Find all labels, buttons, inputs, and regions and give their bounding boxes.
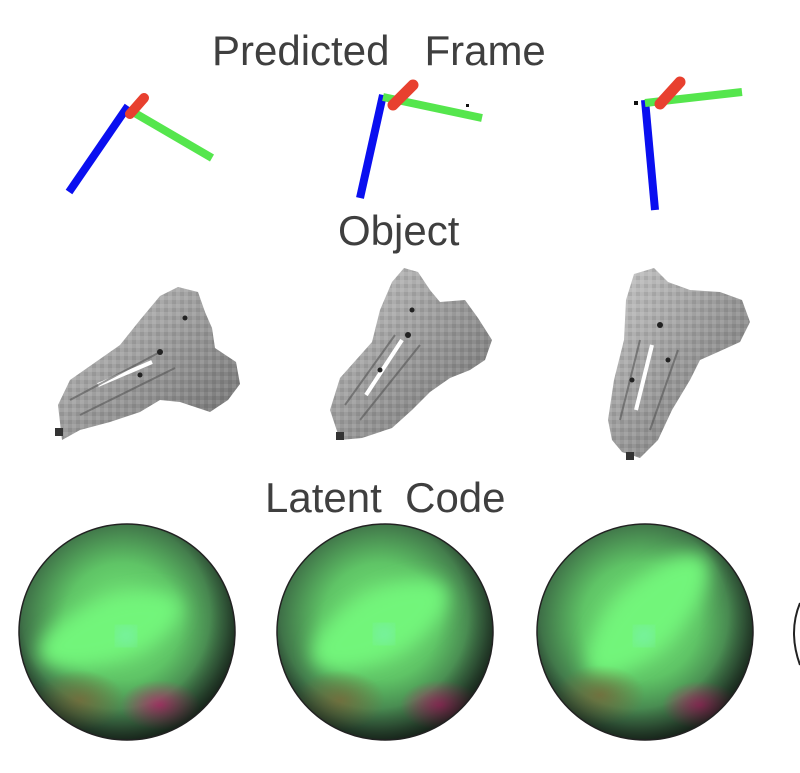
latent-sphere-partial: [793, 602, 800, 666]
latent-sphere-1: [18, 523, 236, 741]
object-2: [330, 268, 492, 440]
latent-sphere-3: [536, 523, 754, 741]
predicted-frame-heading: Predicted Frame: [212, 27, 546, 74]
frame-3-x-axis: [654, 76, 686, 110]
predicted-frame-3: [634, 76, 743, 211]
object-heading: Object: [338, 207, 460, 254]
frame-2-x-axis: [387, 79, 419, 111]
frame-1-z-axis: [65, 103, 132, 195]
predicted-frame-2: [356, 79, 483, 199]
predicted-frame-1: [65, 93, 215, 195]
latent-code-heading: Latent Code: [265, 474, 506, 521]
frame-1-y-axis: [130, 108, 215, 162]
object-3: [608, 268, 750, 460]
latent-sphere-2: [276, 523, 494, 741]
frame-1-x-axis: [125, 93, 149, 119]
object-1: [55, 287, 240, 440]
frame-2-z-axis: [356, 94, 387, 199]
frame-3-z-axis: [641, 99, 659, 211]
